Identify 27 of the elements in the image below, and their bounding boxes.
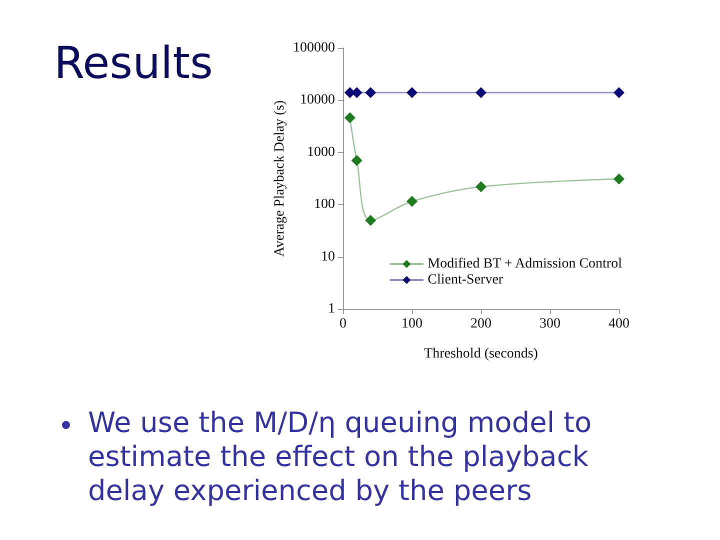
point bbox=[614, 173, 624, 184]
legend-label: Client-Server bbox=[428, 272, 504, 288]
legend-label: Modified BT + Admission Control bbox=[428, 256, 622, 272]
x-axis-title: Threshold (seconds) bbox=[424, 346, 538, 362]
point bbox=[365, 214, 376, 226]
x-tick-label: 400 bbox=[608, 316, 630, 332]
point bbox=[406, 196, 418, 207]
x-tick-label: 0 bbox=[340, 316, 346, 332]
text: We use the M/D/η queuing model to estimate the effect on the playback delay experienced by the peers bbox=[88, 406, 593, 508]
point bbox=[476, 87, 486, 98]
point bbox=[351, 154, 362, 166]
x-tick-label: 200 bbox=[470, 316, 492, 332]
point bbox=[365, 87, 376, 98]
point bbox=[614, 87, 624, 98]
y-tick-label: 100 bbox=[314, 197, 335, 212]
y-tick-label: 10 bbox=[321, 249, 335, 264]
y-tick-label: 1 bbox=[328, 302, 335, 316]
y-tick-label: 10000 bbox=[300, 92, 335, 108]
chart-title: Results bbox=[54, 37, 213, 91]
point bbox=[406, 87, 418, 98]
point bbox=[476, 181, 486, 192]
x-tick-label: 100 bbox=[402, 316, 422, 332]
y-axis-title: Average Playback Delay (s) bbox=[272, 100, 288, 257]
y-tick-label: 100000 bbox=[293, 40, 335, 56]
point bbox=[344, 112, 356, 124]
y-tick-label: 1000 bbox=[307, 144, 335, 160]
x-tick-label: 300 bbox=[540, 316, 560, 332]
